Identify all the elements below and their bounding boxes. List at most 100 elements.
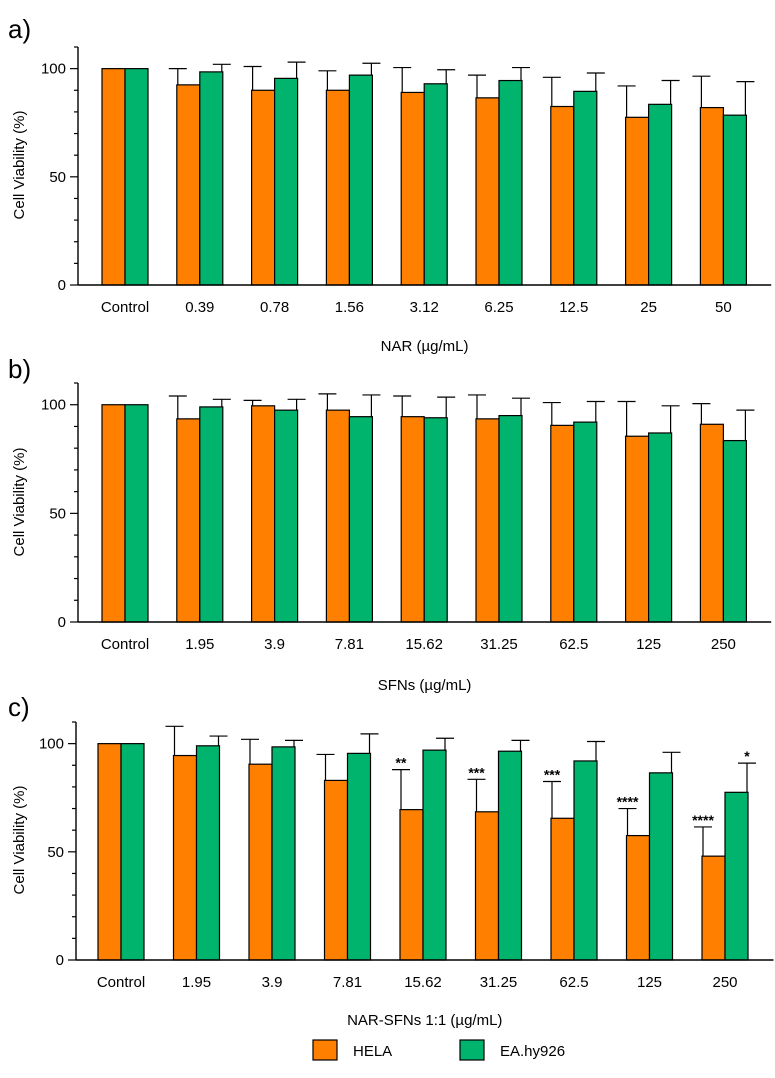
x-tick-label: 50 — [715, 299, 732, 316]
bar-hela-9 — [699, 106, 725, 286]
bar-ea-7 — [573, 90, 598, 286]
x-tick-label: 7.81 — [333, 974, 362, 991]
legend-label: EA.hy926 — [500, 1043, 565, 1060]
x-tick-label: 250 — [712, 974, 737, 991]
bar-hela-3 — [248, 763, 273, 961]
x-tick-label: 250 — [711, 636, 736, 653]
panel-label: a) — [8, 14, 31, 44]
bar-hela-5 — [400, 91, 425, 286]
bar-hela-1 — [101, 68, 126, 286]
x-tick-label: 125 — [636, 636, 661, 653]
bar-hela-2 — [176, 418, 201, 623]
bar-hela-4 — [323, 779, 349, 961]
bar-ea-4 — [348, 416, 373, 623]
x-tick-label: 0.39 — [185, 299, 214, 316]
panel-label: c) — [8, 692, 30, 722]
legend-swatch-hela — [312, 1039, 338, 1061]
bar-ea-2 — [199, 406, 224, 623]
y-axis-label: Cell Viability (%) — [11, 786, 28, 895]
bar-ea-4 — [346, 752, 372, 961]
x-tick-label: 15.62 — [405, 636, 443, 653]
bar-ea-8 — [647, 432, 673, 623]
bar-ea-6 — [497, 750, 523, 961]
x-tick-label: Control — [101, 636, 149, 653]
x-tick-label: 7.81 — [335, 636, 364, 653]
bar-ea-1 — [124, 68, 149, 286]
bar-hela-4 — [325, 89, 350, 286]
bar-hela-5 — [400, 416, 425, 623]
y-axis-label: Cell Viability (%) — [11, 448, 28, 557]
bar-hela-4 — [325, 409, 350, 623]
bar-hela-7 — [550, 105, 575, 286]
bar-ea-6 — [498, 414, 523, 623]
bar-ea-3 — [274, 409, 299, 623]
bar-ea-6 — [498, 79, 523, 286]
bar-hela-6 — [475, 418, 500, 623]
x-tick-label: 31.25 — [480, 636, 518, 653]
bar-ea-2 — [195, 745, 221, 961]
bar-ea-1 — [124, 404, 149, 623]
y-tick-label: 50 — [49, 505, 66, 522]
bar-ea-5 — [423, 417, 448, 623]
bar-hela-6 — [474, 811, 500, 961]
bar-ea-3 — [271, 746, 296, 961]
y-tick-label: 0 — [58, 277, 66, 294]
bar-ea-5 — [422, 749, 447, 961]
significance-marker: *** — [544, 767, 561, 783]
x-tick-label: Control — [97, 974, 145, 991]
significance-marker: *** — [468, 764, 485, 780]
panel-label: b) — [8, 354, 31, 384]
significance-marker: **** — [692, 812, 714, 828]
x-tick-label: 3.9 — [262, 974, 283, 991]
x-tick-label: 1.95 — [185, 636, 214, 653]
significance-marker: **** — [617, 794, 639, 810]
y-tick-label: 100 — [39, 736, 64, 753]
bar-hela-8 — [624, 116, 650, 286]
y-tick-label: 50 — [49, 169, 66, 186]
x-tick-label: 125 — [637, 974, 662, 991]
y-tick-label: 100 — [41, 61, 66, 78]
bar-hela-8 — [624, 435, 650, 623]
x-tick-label: 1.56 — [335, 299, 364, 316]
x-axis-label: NAR (µg/mL) — [381, 338, 469, 355]
legend-swatch-ea — [459, 1039, 485, 1061]
chart-panel-1: a) Cell Viability (%) 0 50 100 Control 0.39 0.7… — [8, 14, 772, 355]
bar-hela-1 — [97, 743, 122, 961]
bar-ea-3 — [274, 77, 299, 286]
x-tick-label: Control — [101, 299, 149, 316]
legend-label: HELA — [353, 1043, 392, 1060]
x-tick-label: 1.95 — [182, 974, 211, 991]
bar-ea-8 — [648, 772, 674, 961]
x-tick-label: 12.5 — [559, 299, 588, 316]
significance-marker: * — [744, 748, 750, 764]
bar-ea-8 — [647, 103, 673, 286]
legend: HELA EA.hy926 — [312, 1039, 565, 1061]
bar-ea-4 — [348, 74, 373, 286]
bar-hela-9 — [701, 855, 726, 961]
bar-hela-9 — [699, 423, 725, 623]
chart-panel-3: c) Cell Viability (%) 0 50 100 Control 1.95 3.9… — [8, 692, 774, 1029]
x-tick-label: 3.12 — [410, 299, 439, 316]
bar-ea-7 — [573, 760, 598, 961]
bar-ea-9 — [724, 791, 749, 961]
x-tick-label: 3.9 — [264, 636, 285, 653]
x-tick-label: 6.25 — [484, 299, 513, 316]
bar-ea-1 — [120, 743, 145, 961]
bar-ea-9 — [722, 114, 748, 286]
y-tick-label: 50 — [47, 844, 64, 861]
y-tick-label: 100 — [41, 397, 66, 414]
x-tick-label: 62.5 — [559, 636, 588, 653]
y-axis-label: Cell Viability (%) — [11, 111, 28, 220]
x-axis-label: NAR-SFNs 1:1 (µg/mL) — [347, 1012, 502, 1029]
bar-hela-5 — [399, 809, 424, 961]
significance-marker: ** — [396, 755, 407, 771]
y-tick-label: 0 — [58, 614, 66, 631]
chart-panel-2: b) Cell Viability (%) 0 50 100 Control 1.95 3.9… — [8, 354, 772, 694]
x-tick-label: 31.25 — [480, 974, 518, 991]
bar-ea-9 — [722, 439, 748, 623]
x-axis-label: SFNs (µg/mL) — [378, 677, 472, 694]
x-tick-label: 25 — [640, 299, 657, 316]
bar-ea-2 — [199, 71, 224, 286]
bar-ea-7 — [573, 421, 598, 623]
